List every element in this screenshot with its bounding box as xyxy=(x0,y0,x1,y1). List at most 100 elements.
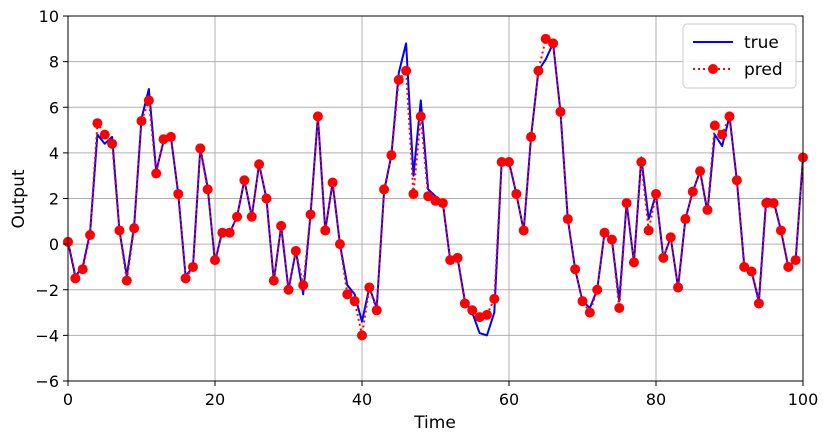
y-tick-label--2: −2 xyxy=(35,281,59,300)
pred-point-65 xyxy=(540,33,551,44)
pred-point-89 xyxy=(717,129,728,140)
pred-point-57 xyxy=(481,309,492,320)
pred-point-10 xyxy=(136,115,147,126)
pred-point-72 xyxy=(592,284,603,295)
pred-point-86 xyxy=(695,166,706,177)
pred-point-1 xyxy=(70,273,81,284)
y-axis-label: Output xyxy=(9,169,29,228)
pred-point-48 xyxy=(415,111,426,122)
pred-point-31 xyxy=(290,245,301,256)
y-tick-label-0: 0 xyxy=(49,235,59,254)
pred-point-82 xyxy=(665,232,676,243)
pred-point-34 xyxy=(312,111,323,122)
pred-point-23 xyxy=(232,211,243,222)
series-pred-line xyxy=(63,33,808,341)
x-tick-label-0: 0 xyxy=(63,390,73,409)
pred-point-18 xyxy=(195,143,206,154)
pred-point-8 xyxy=(121,275,132,286)
pred-point-43 xyxy=(379,184,390,195)
pred-point-60 xyxy=(504,157,514,167)
tick-labels: 0 20 40 60 80 100 −6 −4 −2 0 2 4 6 8 10 xyxy=(35,7,818,409)
pred-point-32 xyxy=(298,280,309,291)
pred-point-21 xyxy=(217,227,228,238)
pred-point-66 xyxy=(548,38,559,49)
pred-point-19 xyxy=(202,184,213,195)
x-tick-label-40: 40 xyxy=(352,390,372,409)
pred-point-29 xyxy=(276,220,287,231)
pred-point-84 xyxy=(680,214,691,225)
pred-point-98 xyxy=(783,261,794,272)
pred-point-73 xyxy=(599,227,610,238)
pred-point-53 xyxy=(452,252,463,263)
pred-point-67 xyxy=(555,106,566,117)
pred-point-17 xyxy=(187,261,198,272)
y-tick-label-2: 2 xyxy=(49,190,59,209)
pred-point-36 xyxy=(327,177,338,188)
axes xyxy=(63,15,804,386)
x-tick-label-80: 80 xyxy=(646,390,666,409)
pred-point-87 xyxy=(702,204,713,215)
pred-point-92 xyxy=(739,261,750,272)
pred-point-75 xyxy=(614,303,625,313)
pred-point-80 xyxy=(651,188,661,199)
pred-point-78 xyxy=(636,157,647,167)
pred-point-99 xyxy=(790,255,801,266)
pred-point-16 xyxy=(180,273,191,284)
pred-point-45 xyxy=(393,74,404,85)
pred-point-9 xyxy=(129,223,140,234)
pred-point-95 xyxy=(761,198,772,209)
pred-point-2 xyxy=(77,264,88,275)
legend: true pred xyxy=(682,23,797,89)
pred-point-47 xyxy=(408,188,419,199)
pred-point-42 xyxy=(371,305,382,316)
pred-point-81 xyxy=(658,252,669,263)
pred-point-62 xyxy=(518,225,529,236)
pred-point-44 xyxy=(386,150,397,161)
pred-point-30 xyxy=(283,284,294,295)
pred-point-54 xyxy=(459,298,470,309)
pred-point-94 xyxy=(753,298,764,309)
pred-point-33 xyxy=(305,209,316,220)
x-tick-label-100: 100 xyxy=(788,390,819,409)
pred-point-51 xyxy=(437,198,448,209)
pred-point-77 xyxy=(628,257,639,268)
pred-point-15 xyxy=(173,188,184,199)
pred-point-25 xyxy=(246,211,257,222)
legend-pred-label: pred xyxy=(744,60,783,80)
plot-frame xyxy=(67,15,804,382)
pred-point-4 xyxy=(92,118,103,129)
pred-point-55 xyxy=(467,305,478,316)
x-tick-label-20: 20 xyxy=(205,390,225,409)
pred-point-38 xyxy=(342,289,353,300)
y-tick-label-6: 6 xyxy=(49,98,59,117)
pred-point-49 xyxy=(423,191,434,202)
pred-point-83 xyxy=(673,282,684,293)
pred-point-27 xyxy=(261,193,272,204)
pred-point-76 xyxy=(621,198,632,209)
pred-point-91 xyxy=(731,175,742,186)
pred-point-58 xyxy=(489,293,500,304)
pred-point-6 xyxy=(107,138,118,149)
pred-point-11 xyxy=(143,95,154,106)
pred-point-61 xyxy=(511,188,522,199)
pred-point-64 xyxy=(533,65,544,76)
pred-point-5 xyxy=(99,129,110,140)
pred-point-97 xyxy=(775,225,786,236)
pred-point-88 xyxy=(709,120,720,131)
pred-point-12 xyxy=(151,168,162,179)
x-axis-label: Time xyxy=(413,413,456,433)
pred-point-93 xyxy=(746,266,757,277)
pred-point-41 xyxy=(364,282,375,293)
y-tick-label-4: 4 xyxy=(49,144,59,163)
pred-point-96 xyxy=(768,198,779,209)
pred-point-37 xyxy=(334,239,345,250)
pred-point-26 xyxy=(254,159,265,170)
pred-point-39 xyxy=(349,296,360,307)
pred-point-85 xyxy=(687,186,698,197)
y-tick-label-10: 10 xyxy=(39,7,59,26)
pred-point-46 xyxy=(401,65,412,76)
pred-point-24 xyxy=(239,175,250,186)
pred-point-71 xyxy=(584,307,595,318)
y-tick-label-8: 8 xyxy=(49,53,59,72)
